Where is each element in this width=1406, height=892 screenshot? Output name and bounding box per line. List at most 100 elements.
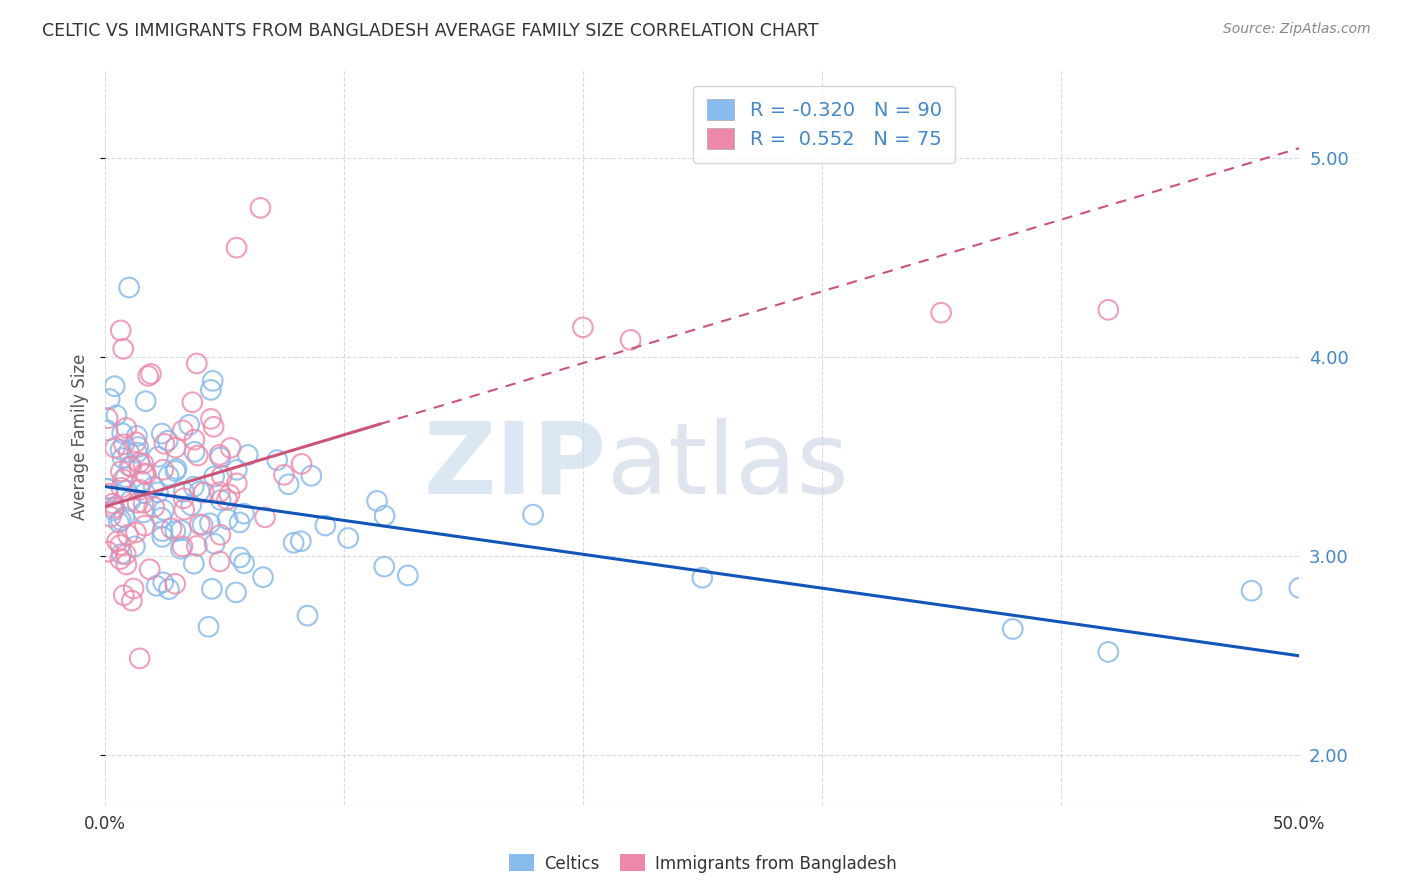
Point — [191, 517, 214, 532]
Point — [156, 434, 179, 448]
Point — [283, 535, 305, 549]
Point — [366, 494, 388, 508]
Point — [620, 333, 643, 347]
Point — [1097, 645, 1119, 659]
Point — [165, 464, 187, 478]
Y-axis label: Average Family Size: Average Family Size — [72, 353, 89, 520]
Point — [208, 485, 231, 500]
Point — [165, 577, 187, 591]
Point — [152, 575, 174, 590]
Point — [170, 523, 193, 537]
Point — [153, 503, 176, 517]
Point — [128, 651, 150, 665]
Point — [97, 424, 120, 438]
Point — [1097, 302, 1119, 317]
Point — [110, 323, 132, 337]
Point — [165, 441, 187, 455]
Point — [125, 525, 148, 540]
Point — [209, 450, 232, 465]
Point — [100, 509, 122, 524]
Point — [142, 480, 165, 494]
Point — [188, 517, 211, 532]
Point — [291, 457, 314, 471]
Point — [273, 467, 295, 482]
Point — [266, 453, 288, 467]
Point — [131, 475, 153, 489]
Text: ZIP: ZIP — [423, 417, 607, 515]
Point — [690, 571, 713, 585]
Point — [146, 485, 169, 500]
Point — [183, 480, 205, 494]
Point — [110, 552, 132, 566]
Point — [186, 539, 208, 553]
Point — [225, 585, 247, 599]
Point — [120, 494, 142, 508]
Point — [218, 487, 240, 501]
Point — [143, 500, 166, 514]
Point — [337, 531, 360, 545]
Point — [145, 579, 167, 593]
Point — [132, 506, 155, 520]
Point — [202, 469, 225, 483]
Point — [183, 445, 205, 459]
Point — [157, 468, 180, 483]
Point — [110, 464, 132, 478]
Point — [122, 582, 145, 596]
Point — [299, 468, 322, 483]
Point — [297, 608, 319, 623]
Point — [1240, 583, 1263, 598]
Point — [112, 510, 135, 524]
Point — [103, 500, 125, 515]
Point — [112, 588, 135, 602]
Text: 0.0%: 0.0% — [84, 815, 127, 833]
Legend: R = -0.320   N = 90, R =  0.552   N = 75: R = -0.320 N = 90, R = 0.552 N = 75 — [693, 86, 955, 163]
Point — [98, 392, 121, 406]
Point — [153, 437, 176, 451]
Point — [152, 463, 174, 477]
Point — [111, 426, 134, 441]
Point — [170, 541, 193, 556]
Point — [1001, 622, 1024, 636]
Point — [172, 540, 194, 554]
Point — [173, 502, 195, 516]
Point — [187, 449, 209, 463]
Point — [124, 540, 146, 554]
Point — [201, 582, 224, 596]
Point — [121, 593, 143, 607]
Point — [134, 518, 156, 533]
Point — [132, 457, 155, 471]
Point — [105, 534, 128, 549]
Text: atlas: atlas — [607, 417, 848, 515]
Point — [183, 433, 205, 447]
Point — [165, 462, 187, 476]
Point — [204, 537, 226, 551]
Point — [198, 516, 221, 531]
Point — [225, 463, 247, 477]
Point — [181, 395, 204, 409]
Text: Source: ZipAtlas.com: Source: ZipAtlas.com — [1223, 22, 1371, 37]
Point — [236, 448, 259, 462]
Legend: Celtics, Immigrants from Bangladesh: Celtics, Immigrants from Bangladesh — [503, 847, 903, 880]
Point — [118, 459, 141, 474]
Point — [118, 280, 141, 294]
Point — [103, 503, 125, 517]
Point — [97, 486, 120, 500]
Point — [132, 496, 155, 510]
Point — [165, 524, 187, 539]
Point — [179, 417, 201, 432]
Point — [97, 544, 120, 558]
Point — [110, 513, 132, 527]
Point — [146, 450, 169, 464]
Point — [193, 485, 215, 500]
Point — [128, 483, 150, 497]
Point — [290, 534, 312, 549]
Point — [233, 556, 256, 570]
Point — [277, 477, 299, 491]
Point — [110, 547, 132, 561]
Text: CELTIC VS IMMIGRANTS FROM BANGLADESH AVERAGE FAMILY SIZE CORRELATION CHART: CELTIC VS IMMIGRANTS FROM BANGLADESH AVE… — [42, 22, 818, 40]
Point — [201, 374, 224, 388]
Point — [1288, 581, 1310, 595]
Point — [211, 469, 233, 483]
Point — [208, 554, 231, 568]
Point — [150, 530, 173, 544]
